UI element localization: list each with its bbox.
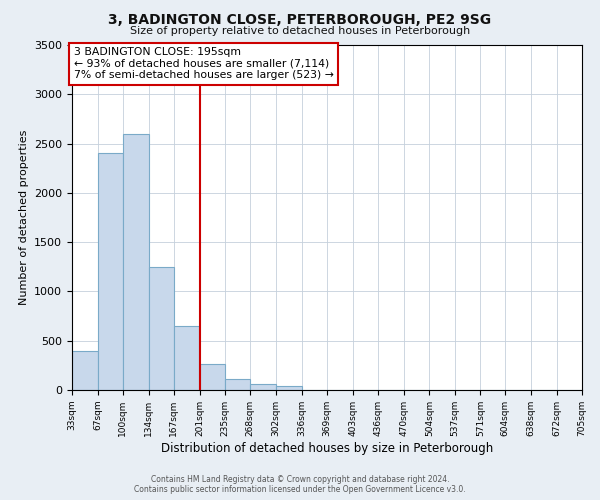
Bar bbox=[98, 154, 123, 390]
Bar bbox=[123, 134, 149, 390]
X-axis label: Distribution of detached houses by size in Peterborough: Distribution of detached houses by size … bbox=[161, 442, 493, 454]
Bar bbox=[226, 379, 250, 390]
Bar bbox=[276, 386, 302, 390]
Text: 3 BADINGTON CLOSE: 195sqm
← 93% of detached houses are smaller (7,114)
7% of sem: 3 BADINGTON CLOSE: 195sqm ← 93% of detac… bbox=[74, 47, 334, 80]
Bar bbox=[173, 326, 199, 390]
Bar bbox=[149, 267, 173, 390]
Bar bbox=[250, 384, 276, 390]
Bar bbox=[72, 350, 98, 390]
Text: Contains HM Land Registry data © Crown copyright and database right 2024.
Contai: Contains HM Land Registry data © Crown c… bbox=[134, 474, 466, 494]
Text: Size of property relative to detached houses in Peterborough: Size of property relative to detached ho… bbox=[130, 26, 470, 36]
Bar bbox=[199, 364, 226, 390]
Text: 3, BADINGTON CLOSE, PETERBOROUGH, PE2 9SG: 3, BADINGTON CLOSE, PETERBOROUGH, PE2 9S… bbox=[109, 12, 491, 26]
Y-axis label: Number of detached properties: Number of detached properties bbox=[19, 130, 29, 305]
